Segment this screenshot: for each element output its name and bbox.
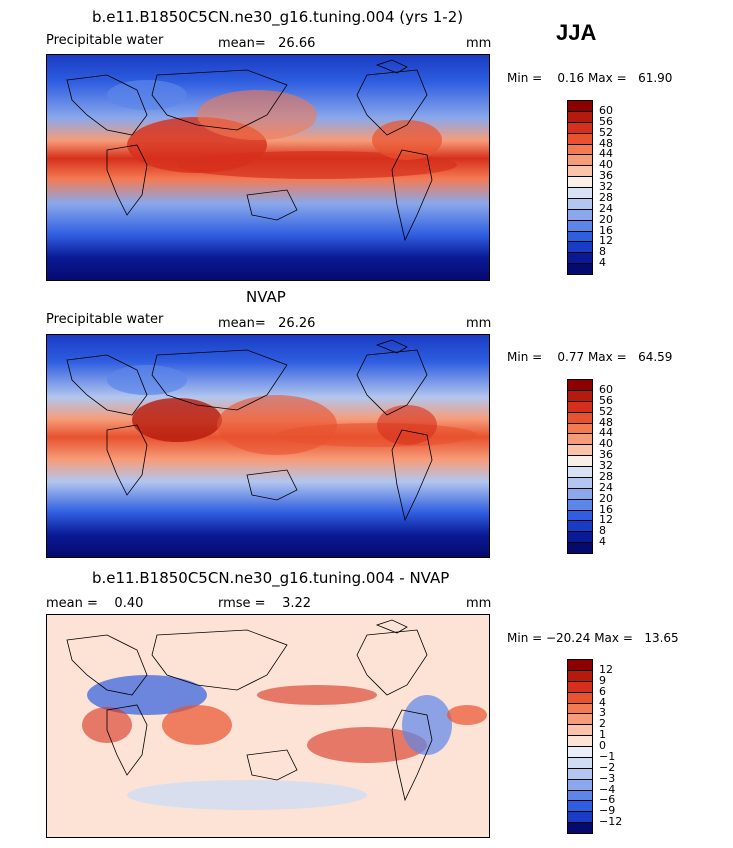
colorbar-tick-label: 3 (599, 706, 606, 720)
colorbar-tick-label: 8 (599, 524, 606, 538)
colorbar-tick-label: −9 (599, 804, 616, 818)
colorbar-tick-label: 2 (599, 717, 606, 731)
colorbar-tick-label: 36 (599, 169, 613, 183)
colorbar-tick-label: 48 (599, 415, 613, 429)
colorbar-tick-label: 12 (599, 234, 613, 248)
panel1-variable-label: Precipitable water (46, 33, 164, 48)
colorbar-tick-label: 28 (599, 469, 613, 483)
colorbar-tick-label: −3 (599, 771, 616, 785)
colorbar-tick-label: 36 (599, 448, 613, 462)
season-label: JJA (556, 20, 597, 45)
colorbar-tick-label: 20 (599, 491, 613, 505)
colorbar-tick-label: 16 (599, 223, 613, 237)
panel3-map-svg (47, 615, 489, 837)
colorbar-tick-label: 48 (599, 136, 613, 150)
colorbar-tick-label: 40 (599, 158, 613, 172)
panel1-title: b.e11.B1850C5CN.ne30_g16.tuning.004 (yrs… (92, 8, 464, 26)
colorbar-tick-label: 0 (599, 739, 606, 752)
panel1-mean-label: mean= 26.66 (218, 36, 316, 51)
colorbar-tick-label: 6 (599, 684, 606, 698)
panel3-minmax: Min = −20.24 Max = 13.65 (507, 631, 679, 645)
colorbar-swatch (567, 263, 593, 275)
colorbar-tick-label: 16 (599, 502, 613, 516)
colorbar-swatch (567, 822, 593, 834)
colorbar-tick-label: 4 (599, 695, 606, 709)
colorbar-tick-label: 24 (599, 201, 613, 215)
colorbar-tick-label: 9 (599, 673, 606, 687)
colorbar-tick-label: −1 (599, 749, 616, 763)
panel3-rmse-label: rmse = 3.22 (218, 596, 312, 611)
panel3-unit-label: mm (466, 596, 492, 611)
colorbar-tick-label: 52 (599, 125, 613, 139)
panel3-colorbar: 12 9 6 4 3 2 1 0 −1 −2 −3 −4 −6 −9 −12 (567, 659, 627, 834)
colorbar-tick-label: 20 (599, 212, 613, 226)
panel2-map-svg (47, 335, 489, 557)
colorbar-tick-label: 24 (599, 480, 613, 494)
colorbar-tick-label: 28 (599, 190, 613, 204)
colorbar-tick-label: 44 (599, 426, 613, 440)
colorbar-tick-label: 32 (599, 180, 613, 193)
colorbar-tick-label: 4 (599, 535, 606, 549)
colorbar-tick-label: 60 (599, 382, 613, 396)
panel3-map (46, 614, 490, 838)
colorbar-tick-label: 60 (599, 103, 613, 117)
colorbar-tick-label: 12 (599, 513, 613, 527)
panel1-colorbar: 60 56 52 48 44 40 36 32 28 24 20 16 12 8 4 (567, 100, 627, 275)
colorbar-tick-label: 40 (599, 437, 613, 451)
panel2-title: NVAP (246, 288, 286, 306)
panel1-minmax: Min = 0.16 Max = 61.90 (507, 71, 673, 85)
colorbar-tick-label: 12 (599, 662, 613, 676)
panel1-map (46, 54, 490, 281)
colorbar-tick-label: 8 (599, 245, 606, 259)
panel1-unit-label: mm (466, 36, 492, 51)
colorbar-tick-label: −6 (599, 793, 616, 807)
colorbar-tick-label: 56 (599, 114, 613, 128)
panel2-colorbar: 60 56 52 48 44 40 36 32 28 24 20 16 12 8 4 (567, 379, 627, 554)
colorbar-tick-label: 52 (599, 404, 613, 418)
colorbar-tick-label: 32 (599, 459, 613, 472)
colorbar-tick-label: −2 (599, 760, 616, 774)
panel3-mean-label: mean = 0.40 (46, 596, 144, 611)
colorbar-tick-label: 4 (599, 256, 606, 270)
colorbar-tick-label: −12 (599, 815, 623, 829)
colorbar-tick-label: 44 (599, 147, 613, 161)
panel3-title: b.e11.B1850C5CN.ne30_g16.tuning.004 - NV… (92, 569, 450, 587)
panel2-minmax: Min = 0.77 Max = 64.59 (507, 350, 673, 364)
panel2-variable-label: Precipitable water (46, 312, 164, 327)
panel1-map-svg (47, 55, 489, 280)
panel2-map (46, 334, 490, 558)
colorbar-tick-label: 1 (599, 728, 606, 742)
panel2-unit-label: mm (466, 316, 492, 331)
colorbar-swatch (567, 542, 593, 554)
colorbar-tick-label: −4 (599, 782, 616, 796)
panel2-mean-label: mean= 26.26 (218, 316, 316, 331)
colorbar-tick-label: 56 (599, 393, 613, 407)
